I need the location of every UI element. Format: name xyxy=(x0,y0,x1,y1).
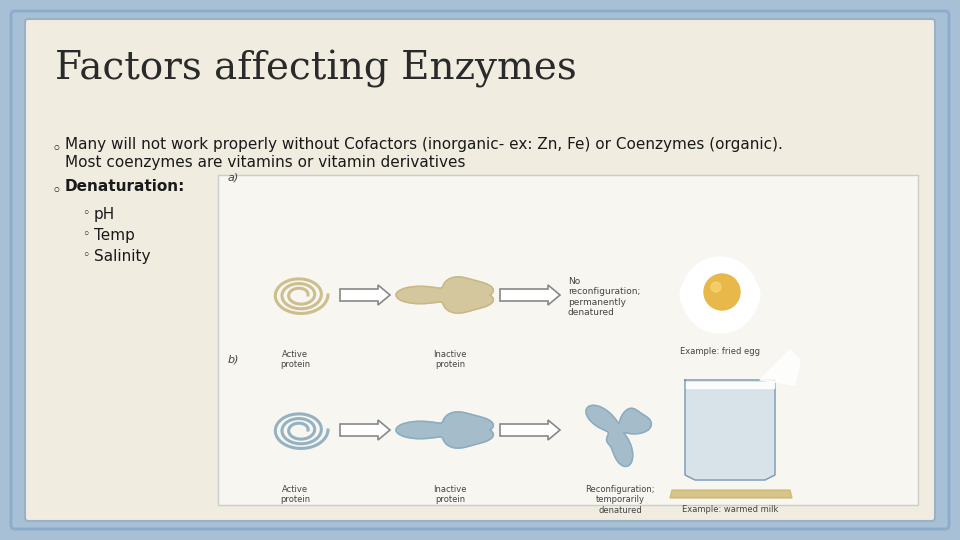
Text: ◦: ◦ xyxy=(82,228,89,241)
Text: Many will not work properly without Cofactors (inorganic- ex: Zn, Fe) or Coenzym: Many will not work properly without Cofa… xyxy=(65,137,782,152)
Text: Temp: Temp xyxy=(94,228,134,243)
Text: Active
protein: Active protein xyxy=(280,485,310,504)
Text: Inactive
protein: Inactive protein xyxy=(433,485,467,504)
FancyBboxPatch shape xyxy=(218,175,918,505)
Polygon shape xyxy=(686,382,774,388)
Text: ◦: ◦ xyxy=(52,182,61,200)
FancyArrow shape xyxy=(340,285,390,305)
Text: Example: warmed milk: Example: warmed milk xyxy=(682,505,779,514)
FancyBboxPatch shape xyxy=(25,19,935,521)
Polygon shape xyxy=(586,406,652,467)
Polygon shape xyxy=(396,412,493,448)
Text: Reconfiguration;
temporarily
denatured: Reconfiguration; temporarily denatured xyxy=(586,485,655,515)
Text: Salinity: Salinity xyxy=(94,249,151,264)
Circle shape xyxy=(682,257,758,333)
Text: ◦: ◦ xyxy=(52,140,61,158)
FancyArrow shape xyxy=(340,420,390,440)
Text: Factors affecting Enzymes: Factors affecting Enzymes xyxy=(55,50,577,88)
Text: Active
protein: Active protein xyxy=(280,350,310,369)
Text: ◦: ◦ xyxy=(82,207,89,220)
Text: Example: fried egg: Example: fried egg xyxy=(680,347,760,356)
Circle shape xyxy=(711,282,721,292)
Polygon shape xyxy=(760,350,800,385)
Text: Most coenzymes are vitamins or vitamin derivatives: Most coenzymes are vitamins or vitamin d… xyxy=(65,155,466,170)
Ellipse shape xyxy=(680,267,760,322)
FancyBboxPatch shape xyxy=(11,11,949,529)
Circle shape xyxy=(704,274,740,310)
Text: Denaturation:: Denaturation: xyxy=(65,179,185,194)
Text: No
reconfiguration;
permanently
denatured: No reconfiguration; permanently denature… xyxy=(568,277,640,317)
FancyArrow shape xyxy=(500,420,560,440)
Polygon shape xyxy=(396,277,493,313)
Text: ◦: ◦ xyxy=(82,249,89,262)
Polygon shape xyxy=(670,490,792,498)
Text: a): a) xyxy=(228,172,239,182)
Text: b): b) xyxy=(228,355,239,365)
Text: pH: pH xyxy=(94,207,115,222)
Polygon shape xyxy=(685,380,775,480)
Text: Inactive
protein: Inactive protein xyxy=(433,350,467,369)
FancyArrow shape xyxy=(500,285,560,305)
